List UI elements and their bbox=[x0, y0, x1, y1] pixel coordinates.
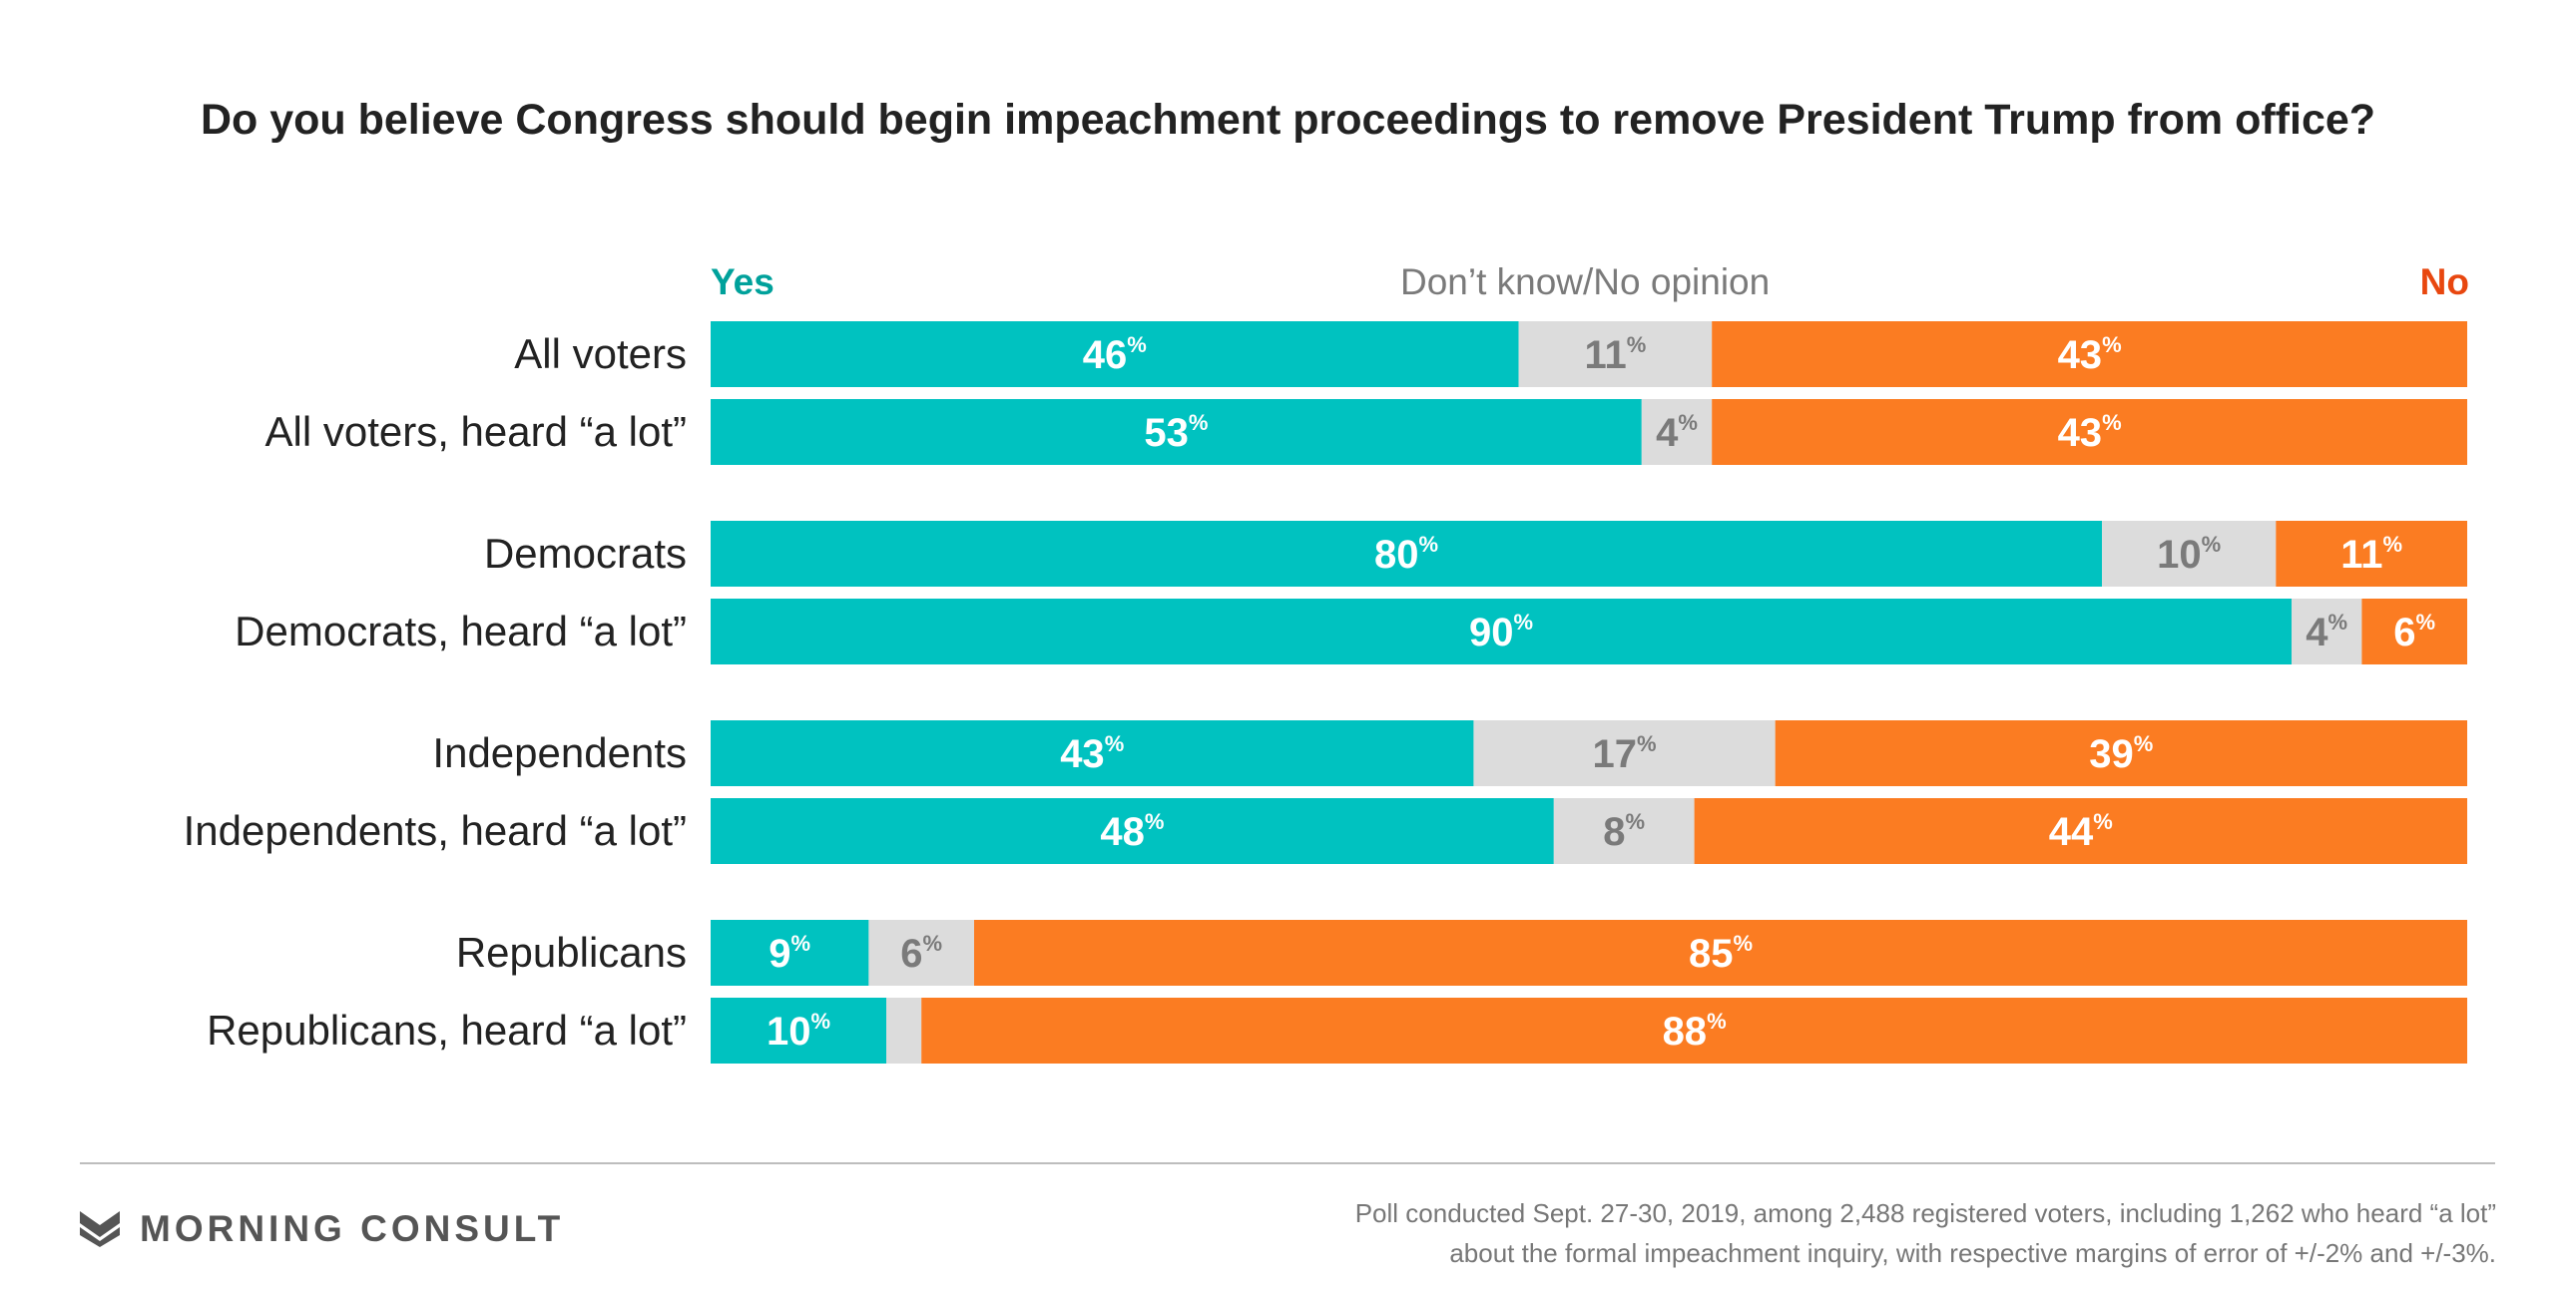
value-label-yes-independents-heard-a-lot: 48% bbox=[1100, 809, 1164, 854]
bar-no-independents-heard-a-lot bbox=[1694, 798, 2467, 864]
value-label-no-all-voters-heard-a-lot: 43% bbox=[2058, 410, 2122, 455]
value-label-no-independents-heard-a-lot: 44% bbox=[2049, 809, 2113, 854]
value-label-yes-democrats: 80% bbox=[1374, 532, 1438, 577]
value-label-don-t-know-no-opinion-independents-heard-a-lot: 8% bbox=[1603, 809, 1645, 854]
legend-no: No bbox=[2419, 261, 2469, 302]
row-label-republicans: Republicans bbox=[455, 929, 687, 976]
value-label-yes-republicans-heard-a-lot: 10% bbox=[767, 1009, 830, 1054]
value-label-no-all-voters: 43% bbox=[2058, 332, 2122, 377]
value-label-no-republicans: 85% bbox=[1689, 931, 1753, 976]
value-label-don-t-know-no-opinion-all-voters: 11% bbox=[1584, 332, 1646, 377]
value-label-don-t-know-no-opinion-democrats-heard-a-lot: 4% bbox=[2306, 610, 2347, 654]
bar-yes-all-voters bbox=[711, 321, 1519, 387]
row-label-independents: Independents bbox=[432, 729, 687, 776]
bar-no-independents bbox=[1775, 720, 2467, 786]
bar-yes-all-voters-heard-a-lot bbox=[711, 399, 1642, 465]
bar-no-democrats-heard-a-lot bbox=[2361, 599, 2467, 664]
bar-no-republicans bbox=[974, 920, 2467, 986]
bar-don-t-know-no-opinion-democrats-heard-a-lot bbox=[2292, 599, 2362, 664]
bar-yes-independents-heard-a-lot bbox=[711, 798, 1554, 864]
brand-name: MORNING CONSULT bbox=[140, 1208, 565, 1249]
value-label-yes-all-voters: 46% bbox=[1083, 332, 1147, 377]
legend-dont-know: Don’t know/No opinion bbox=[1400, 261, 1771, 302]
footer-divider bbox=[80, 1162, 2495, 1164]
bar-yes-independents bbox=[711, 720, 1474, 786]
bar-no-republicans-heard-a-lot bbox=[921, 998, 2468, 1064]
bar-don-t-know-no-opinion-all-voters-heard-a-lot bbox=[1641, 399, 1713, 465]
row-label-democrats: Democrats bbox=[483, 530, 687, 577]
row-label-independents-heard-a-lot: Independents, heard “a lot” bbox=[183, 807, 687, 854]
value-label-don-t-know-no-opinion-all-voters-heard-a-lot: 4% bbox=[1656, 410, 1698, 455]
methodology-note-line-2: about the formal impeachment inquiry, wi… bbox=[1449, 1238, 2496, 1268]
bar-don-t-know-no-opinion-republicans-heard-a-lot bbox=[886, 998, 922, 1064]
row-label-all-voters-heard-a-lot: All voters, heard “a lot” bbox=[264, 408, 687, 455]
bar-yes-democrats-heard-a-lot bbox=[711, 599, 2292, 664]
value-label-don-t-know-no-opinion-democrats: 10% bbox=[2157, 532, 2221, 577]
bar-yes-democrats bbox=[711, 521, 2103, 587]
value-label-don-t-know-no-opinion-independents: 17% bbox=[1593, 731, 1657, 776]
value-label-yes-all-voters-heard-a-lot: 53% bbox=[1144, 410, 1208, 455]
value-label-no-independents: 39% bbox=[2089, 731, 2153, 776]
value-label-yes-independents: 43% bbox=[1060, 731, 1124, 776]
bar-yes-republicans-heard-a-lot bbox=[711, 998, 886, 1064]
morning-consult-chevron-icon bbox=[80, 1211, 120, 1247]
row-label-democrats-heard-a-lot: Democrats, heard “a lot” bbox=[235, 608, 687, 654]
value-label-no-democrats: 11% bbox=[2340, 532, 2402, 577]
bar-no-all-voters-heard-a-lot bbox=[1712, 399, 2467, 465]
methodology-note-line-1: Poll conducted Sept. 27-30, 2019, among … bbox=[1354, 1198, 2496, 1228]
brand-logo: MORNING CONSULT bbox=[80, 1203, 564, 1255]
value-label-yes-democrats-heard-a-lot: 90% bbox=[1469, 610, 1533, 654]
bar-don-t-know-no-opinion-all-voters bbox=[1518, 321, 1713, 387]
bar-yes-republicans bbox=[711, 920, 869, 986]
chart-title: Do you believe Congress should begin imp… bbox=[200, 96, 2376, 144]
bar-don-t-know-no-opinion-independents-heard-a-lot bbox=[1553, 798, 1695, 864]
bar-don-t-know-no-opinion-democrats bbox=[2102, 521, 2277, 587]
value-label-no-democrats-heard-a-lot: 6% bbox=[2393, 610, 2435, 654]
methodology-note: Poll conducted Sept. 27-30, 2019, among … bbox=[899, 1193, 2496, 1273]
value-label-don-t-know-no-opinion-republicans: 6% bbox=[900, 931, 942, 976]
row-label-all-voters: All voters bbox=[514, 330, 687, 377]
row-label-republicans-heard-a-lot: Republicans, heard “a lot” bbox=[207, 1007, 687, 1054]
legend-yes: Yes bbox=[711, 261, 774, 302]
value-label-no-republicans-heard-a-lot: 88% bbox=[1663, 1009, 1727, 1054]
bar-don-t-know-no-opinion-republicans bbox=[868, 920, 974, 986]
bar-don-t-know-no-opinion-independents bbox=[1473, 720, 1776, 786]
value-label-yes-republicans: 9% bbox=[769, 931, 810, 976]
bar-no-democrats bbox=[2276, 521, 2467, 587]
bar-no-all-voters bbox=[1712, 321, 2467, 387]
